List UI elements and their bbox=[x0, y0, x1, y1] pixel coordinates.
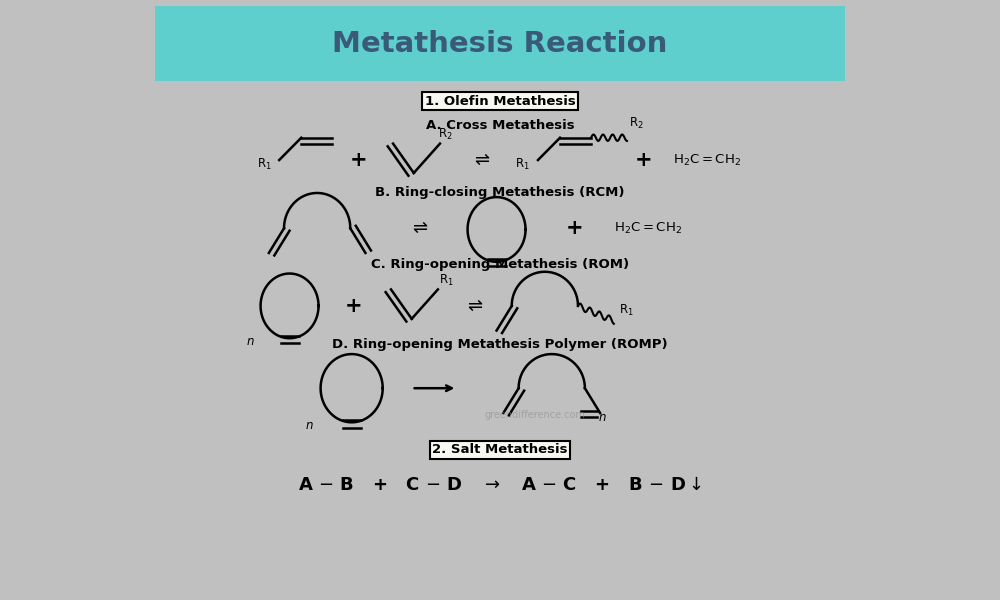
Text: $\rightleftharpoons$: $\rightleftharpoons$ bbox=[409, 219, 428, 237]
Text: 1. Olefin Metathesis: 1. Olefin Metathesis bbox=[425, 95, 575, 108]
Text: +: + bbox=[345, 296, 363, 316]
FancyBboxPatch shape bbox=[155, 6, 845, 81]
Text: B. Ring-closing Metathesis (RCM): B. Ring-closing Metathesis (RCM) bbox=[375, 187, 625, 199]
Text: n: n bbox=[599, 411, 607, 424]
Text: H$_2$C$=$CH$_2$: H$_2$C$=$CH$_2$ bbox=[614, 221, 682, 236]
Text: 2. Salt Metathesis: 2. Salt Metathesis bbox=[432, 443, 568, 457]
Text: R$_2$: R$_2$ bbox=[438, 127, 453, 142]
Text: greendifference.com: greendifference.com bbox=[484, 410, 585, 419]
Text: C. Ring-opening Metathesis (ROM): C. Ring-opening Metathesis (ROM) bbox=[371, 258, 629, 271]
Text: n: n bbox=[246, 335, 254, 347]
Text: R$_2$: R$_2$ bbox=[629, 116, 644, 131]
Text: +: + bbox=[350, 150, 367, 170]
Text: A $-$ B   +   C $-$ D   $\rightarrow$   A $-$ C   +   B $-$ D$\downarrow$: A $-$ B + C $-$ D $\rightarrow$ A $-$ C … bbox=[298, 476, 702, 494]
Text: H$_2$C$=$CH$_2$: H$_2$C$=$CH$_2$ bbox=[673, 152, 741, 167]
Text: R$_1$: R$_1$ bbox=[515, 157, 530, 172]
Text: R$_1$: R$_1$ bbox=[257, 157, 271, 172]
Text: R$_1$: R$_1$ bbox=[619, 304, 634, 319]
Text: Metathesis Reaction: Metathesis Reaction bbox=[332, 29, 668, 58]
Text: +: + bbox=[566, 218, 583, 238]
Text: +: + bbox=[635, 150, 652, 170]
Text: n: n bbox=[305, 419, 313, 432]
Text: A. Cross Metathesis: A. Cross Metathesis bbox=[426, 119, 574, 132]
Text: D. Ring-opening Metathesis Polymer (ROMP): D. Ring-opening Metathesis Polymer (ROMP… bbox=[332, 338, 668, 350]
Text: $\rightleftharpoons$: $\rightleftharpoons$ bbox=[471, 151, 491, 169]
Text: $\rightleftharpoons$: $\rightleftharpoons$ bbox=[464, 297, 484, 315]
Text: R$_1$: R$_1$ bbox=[439, 272, 454, 287]
